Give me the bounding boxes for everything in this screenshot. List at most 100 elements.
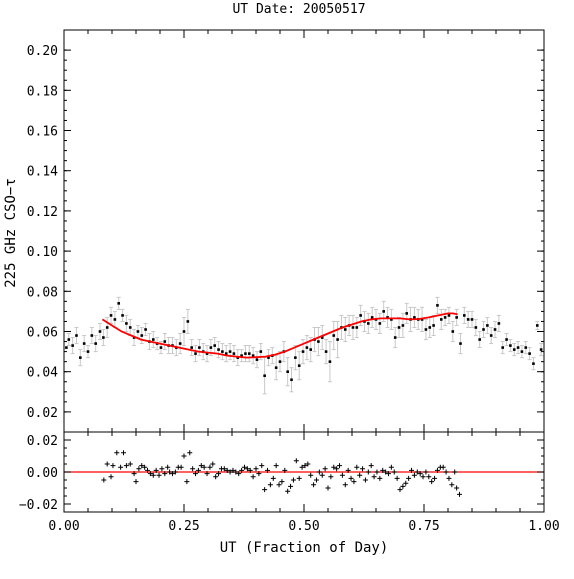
residual-point xyxy=(394,475,400,481)
residual-point xyxy=(414,469,420,475)
residual-point xyxy=(213,474,219,480)
data-point xyxy=(520,350,524,353)
residual-y-tick-label: 0.00 xyxy=(27,466,58,481)
data-point xyxy=(524,346,528,349)
residual-point xyxy=(169,471,175,477)
y-tick-label: 0.06 xyxy=(27,326,58,341)
y-tick-label: 0.14 xyxy=(27,165,58,180)
residual-point xyxy=(230,467,236,473)
y-tick-label: 0.20 xyxy=(27,44,58,59)
residual-point xyxy=(339,472,345,478)
data-point xyxy=(224,352,228,355)
residual-point xyxy=(127,461,133,467)
data-point xyxy=(367,322,370,325)
residual-point xyxy=(325,485,331,491)
data-point xyxy=(455,316,458,319)
data-point xyxy=(401,324,405,327)
data-point xyxy=(528,352,531,355)
data-point xyxy=(98,330,102,333)
residual-point xyxy=(342,482,348,488)
data-point xyxy=(65,346,68,349)
data-point xyxy=(136,330,140,333)
residual-point xyxy=(184,479,190,485)
residual-point xyxy=(267,482,273,488)
residual-point xyxy=(195,467,201,473)
data-point xyxy=(447,314,451,317)
residual-point xyxy=(139,463,145,469)
residual-point xyxy=(285,488,291,494)
data-point xyxy=(459,342,462,345)
residual-point xyxy=(434,467,440,473)
data-point xyxy=(309,348,313,351)
y-tick-label: 0.10 xyxy=(27,245,58,260)
residual-point xyxy=(296,475,302,481)
residual-point xyxy=(365,469,371,475)
residual-point xyxy=(198,463,204,469)
data-point xyxy=(205,352,209,355)
data-point xyxy=(255,358,259,361)
residual-point xyxy=(452,469,458,475)
data-point xyxy=(390,318,393,321)
residual-panel: 0.02 0.00 −0.02 0.00 0.25 0.50 0.75 1.00 xyxy=(19,30,560,534)
residual-point xyxy=(457,491,463,497)
data-point xyxy=(79,356,82,359)
data-point xyxy=(436,304,439,307)
residual-point xyxy=(253,466,259,472)
residual-point xyxy=(440,464,446,470)
data-point xyxy=(198,346,201,349)
residual-point xyxy=(131,471,137,477)
residual-point xyxy=(250,474,256,480)
residual-point xyxy=(259,463,265,469)
data-point xyxy=(535,324,539,327)
data-point xyxy=(121,314,124,317)
residual-point xyxy=(244,466,250,472)
data-point xyxy=(351,326,355,329)
data-point xyxy=(178,342,182,345)
data-point xyxy=(320,336,324,339)
residual-point xyxy=(204,471,210,477)
residual-point xyxy=(302,463,308,469)
main-panel: 0.02 0.04 0.06 0.08 0.10 0.12 0.14 0.16 0.18 0.20 xyxy=(27,29,545,433)
data-point xyxy=(278,360,282,363)
data-point xyxy=(140,334,144,337)
residual-point xyxy=(178,464,184,470)
residual-point xyxy=(311,482,317,488)
residual-point xyxy=(348,475,354,481)
residual-point xyxy=(371,474,377,480)
data-point xyxy=(317,340,320,343)
data-point xyxy=(247,352,251,355)
data-point xyxy=(294,356,297,359)
data-point xyxy=(482,328,485,331)
residual-point xyxy=(172,469,178,475)
residual-point xyxy=(101,477,107,483)
residual-point xyxy=(331,464,337,470)
data-point xyxy=(263,374,266,378)
y-tick-label: 0.04 xyxy=(27,366,58,381)
data-point xyxy=(125,322,128,325)
data-point xyxy=(405,312,409,315)
residual-point xyxy=(167,469,173,475)
data-point xyxy=(474,326,478,329)
y-axis-label: 225 GHz CSO−τ xyxy=(3,178,19,288)
data-point xyxy=(182,330,186,333)
data-point xyxy=(105,326,109,329)
data-point xyxy=(71,344,74,347)
data-point xyxy=(451,330,455,333)
residual-point xyxy=(239,467,245,473)
residual-point xyxy=(446,475,452,481)
residual-point xyxy=(282,467,288,473)
data-point xyxy=(324,350,328,353)
data-point xyxy=(463,314,466,317)
residual-point xyxy=(193,471,199,477)
data-point xyxy=(328,360,332,363)
data-point xyxy=(397,326,401,329)
data-point xyxy=(428,326,432,329)
data-point xyxy=(90,334,94,337)
residual-point xyxy=(262,487,268,493)
residual-y-tick-label: −0.02 xyxy=(19,498,58,513)
data-point xyxy=(86,350,90,353)
residual-point xyxy=(241,464,247,470)
data-point xyxy=(274,366,278,369)
residual-point xyxy=(420,474,426,480)
residual-point xyxy=(423,469,429,475)
